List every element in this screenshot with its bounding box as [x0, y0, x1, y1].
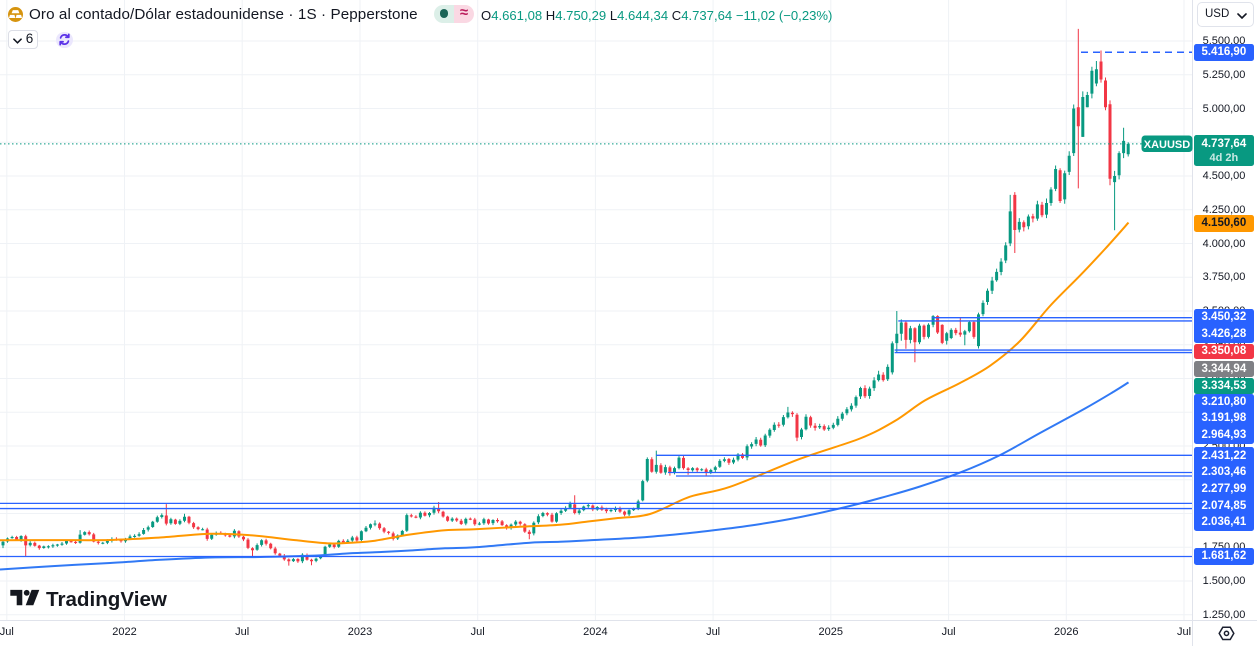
svg-text:XAUUSD: XAUUSD [1144, 139, 1191, 151]
